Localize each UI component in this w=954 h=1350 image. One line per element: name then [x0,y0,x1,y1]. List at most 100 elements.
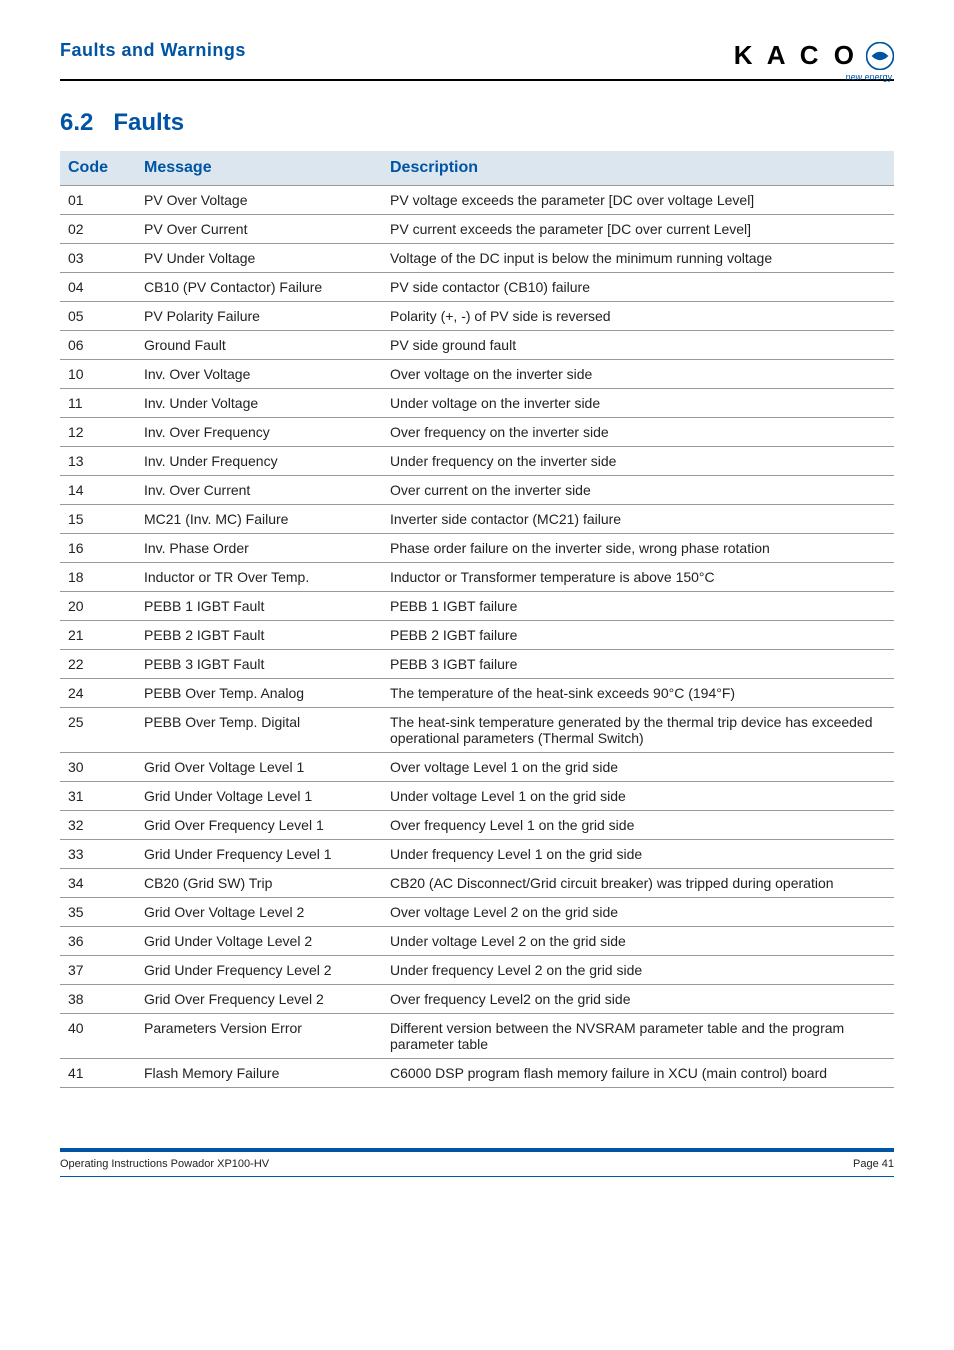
cell-description: PEBB 3 IGBT failure [382,650,894,679]
table-row: 33Grid Under Frequency Level 1Under freq… [60,840,894,869]
section-heading: 6.2 Faults [60,109,894,137]
cell-description: PV side ground fault [382,331,894,360]
cell-message: PEBB Over Temp. Digital [136,708,382,753]
cell-message: Grid Under Frequency Level 2 [136,956,382,985]
cell-description: The heat-sink temperature generated by t… [382,708,894,753]
cell-description: Over voltage Level 1 on the grid side [382,753,894,782]
cell-code: 32 [60,811,136,840]
cell-message: Grid Over Voltage Level 1 [136,753,382,782]
cell-message: Grid Under Voltage Level 1 [136,782,382,811]
table-row: 18Inductor or TR Over Temp.Inductor or T… [60,563,894,592]
cell-message: PV Over Current [136,215,382,244]
header-title: Faults and Warnings [60,40,246,61]
table-row: 31Grid Under Voltage Level 1Under voltag… [60,782,894,811]
cell-message: PEBB 2 IGBT Fault [136,621,382,650]
cell-message: PEBB 1 IGBT Fault [136,592,382,621]
cell-message: PEBB 3 IGBT Fault [136,650,382,679]
table-row: 11Inv. Under VoltageUnder voltage on the… [60,389,894,418]
cell-code: 13 [60,447,136,476]
cell-description: Polarity (+, -) of PV side is reversed [382,302,894,331]
cell-code: 21 [60,621,136,650]
cell-description: Under voltage Level 1 on the grid side [382,782,894,811]
cell-message: Grid Under Voltage Level 2 [136,927,382,956]
cell-description: Over voltage on the inverter side [382,360,894,389]
cell-code: 24 [60,679,136,708]
cell-code: 18 [60,563,136,592]
cell-description: Voltage of the DC input is below the min… [382,244,894,273]
table-row: 30Grid Over Voltage Level 1Over voltage … [60,753,894,782]
table-row: 05PV Polarity FailurePolarity (+, -) of … [60,302,894,331]
cell-description: Under voltage Level 2 on the grid side [382,927,894,956]
cell-code: 25 [60,708,136,753]
page-footer: Operating Instructions Powador XP100-HV … [60,1148,894,1177]
cell-code: 03 [60,244,136,273]
cell-code: 11 [60,389,136,418]
cell-code: 12 [60,418,136,447]
cell-message: Inv. Over Voltage [136,360,382,389]
cell-code: 38 [60,985,136,1014]
cell-code: 02 [60,215,136,244]
cell-code: 15 [60,505,136,534]
table-row: 25PEBB Over Temp. DigitalThe heat-sink t… [60,708,894,753]
col-header-message: Message [136,151,382,186]
cell-description: Under voltage on the inverter side [382,389,894,418]
cell-code: 30 [60,753,136,782]
cell-code: 14 [60,476,136,505]
table-row: 01PV Over VoltagePV voltage exceeds the … [60,186,894,215]
cell-message: Grid Over Frequency Level 2 [136,985,382,1014]
cell-code: 41 [60,1059,136,1088]
cell-message: CB20 (Grid SW) Trip [136,869,382,898]
page-header: Faults and Warnings K A C O [60,40,894,81]
cell-message: PEBB Over Temp. Analog [136,679,382,708]
table-row: 41Flash Memory FailureC6000 DSP program … [60,1059,894,1088]
table-row: 15MC21 (Inv. MC) FailureInverter side co… [60,505,894,534]
table-row: 10Inv. Over VoltageOver voltage on the i… [60,360,894,389]
cell-code: 36 [60,927,136,956]
section-title: Faults [113,109,184,137]
cell-description: Under frequency on the inverter side [382,447,894,476]
cell-description: PEBB 2 IGBT failure [382,621,894,650]
cell-description: CB20 (AC Disconnect/Grid circuit breaker… [382,869,894,898]
col-header-description: Description [382,151,894,186]
cell-description: Inductor or Transformer temperature is a… [382,563,894,592]
cell-description: C6000 DSP program flash memory failure i… [382,1059,894,1088]
cell-description: PV voltage exceeds the parameter [DC ove… [382,186,894,215]
cell-code: 22 [60,650,136,679]
cell-message: Inv. Phase Order [136,534,382,563]
table-row: 21PEBB 2 IGBT FaultPEBB 2 IGBT failure [60,621,894,650]
cell-code: 04 [60,273,136,302]
col-header-code: Code [60,151,136,186]
table-row: 22PEBB 3 IGBT FaultPEBB 3 IGBT failure [60,650,894,679]
cell-description: Different version between the NVSRAM par… [382,1014,894,1059]
cell-message: Grid Over Voltage Level 2 [136,898,382,927]
table-row: 13Inv. Under FrequencyUnder frequency on… [60,447,894,476]
cell-code: 01 [60,186,136,215]
cell-description: Over current on the inverter side [382,476,894,505]
table-row: 40Parameters Version ErrorDifferent vers… [60,1014,894,1059]
cell-message: CB10 (PV Contactor) Failure [136,273,382,302]
footer-left: Operating Instructions Powador XP100-HV [60,1158,269,1170]
cell-description: PEBB 1 IGBT failure [382,592,894,621]
cell-message: Parameters Version Error [136,1014,382,1059]
cell-message: Grid Over Frequency Level 1 [136,811,382,840]
table-row: 34CB20 (Grid SW) TripCB20 (AC Disconnect… [60,869,894,898]
cell-description: The temperature of the heat-sink exceeds… [382,679,894,708]
table-row: 03PV Under VoltageVoltage of the DC inpu… [60,244,894,273]
cell-message: PV Polarity Failure [136,302,382,331]
cell-message: PV Over Voltage [136,186,382,215]
cell-description: Over frequency Level2 on the grid side [382,985,894,1014]
cell-code: 35 [60,898,136,927]
faults-table: Code Message Description 01PV Over Volta… [60,151,894,1088]
table-row: 12Inv. Over FrequencyOver frequency on t… [60,418,894,447]
cell-code: 05 [60,302,136,331]
cell-message: Inv. Over Current [136,476,382,505]
cell-code: 20 [60,592,136,621]
cell-code: 40 [60,1014,136,1059]
table-row: 14Inv. Over CurrentOver current on the i… [60,476,894,505]
cell-description: PV side contactor (CB10) failure [382,273,894,302]
table-row: 16Inv. Phase OrderPhase order failure on… [60,534,894,563]
cell-message: MC21 (Inv. MC) Failure [136,505,382,534]
cell-message: Inductor or TR Over Temp. [136,563,382,592]
cell-code: 34 [60,869,136,898]
cell-code: 06 [60,331,136,360]
